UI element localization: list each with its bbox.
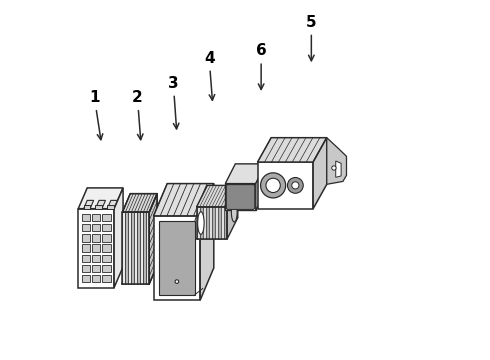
Polygon shape — [149, 194, 157, 284]
Ellipse shape — [231, 203, 237, 222]
Polygon shape — [146, 212, 149, 284]
Polygon shape — [82, 275, 90, 282]
Polygon shape — [92, 244, 100, 252]
Polygon shape — [102, 224, 111, 231]
Polygon shape — [92, 255, 100, 262]
Polygon shape — [107, 201, 117, 209]
Polygon shape — [227, 185, 238, 239]
Polygon shape — [102, 265, 111, 272]
Polygon shape — [159, 221, 195, 295]
Circle shape — [266, 178, 280, 193]
Polygon shape — [102, 234, 111, 242]
Circle shape — [292, 182, 299, 189]
Polygon shape — [82, 214, 90, 221]
Polygon shape — [131, 212, 134, 284]
Polygon shape — [327, 138, 346, 184]
Polygon shape — [143, 212, 146, 284]
Polygon shape — [92, 214, 100, 221]
Polygon shape — [125, 212, 128, 284]
Polygon shape — [84, 201, 94, 209]
Polygon shape — [82, 265, 90, 272]
Polygon shape — [209, 207, 212, 239]
Polygon shape — [140, 212, 143, 284]
Polygon shape — [228, 186, 253, 208]
Polygon shape — [82, 244, 90, 252]
Text: 3: 3 — [168, 76, 179, 129]
Polygon shape — [218, 207, 221, 239]
Polygon shape — [102, 275, 111, 282]
Polygon shape — [224, 207, 227, 239]
Polygon shape — [92, 224, 100, 231]
Polygon shape — [256, 164, 266, 211]
Polygon shape — [225, 164, 266, 184]
Polygon shape — [225, 184, 256, 211]
Polygon shape — [196, 207, 199, 239]
Polygon shape — [122, 194, 157, 212]
Polygon shape — [84, 205, 90, 209]
Polygon shape — [92, 265, 100, 272]
Polygon shape — [78, 188, 123, 209]
Polygon shape — [102, 214, 111, 221]
Polygon shape — [122, 212, 125, 284]
Polygon shape — [206, 207, 209, 239]
Text: 6: 6 — [256, 44, 267, 89]
Polygon shape — [200, 184, 214, 300]
Circle shape — [332, 166, 336, 170]
Circle shape — [288, 177, 303, 193]
Polygon shape — [196, 185, 238, 207]
Polygon shape — [82, 255, 90, 262]
Polygon shape — [96, 201, 105, 209]
Polygon shape — [258, 138, 327, 162]
Text: 5: 5 — [306, 15, 317, 61]
Polygon shape — [258, 162, 313, 209]
Circle shape — [261, 173, 286, 198]
FancyBboxPatch shape — [226, 185, 255, 210]
Text: 1: 1 — [89, 90, 103, 140]
Polygon shape — [313, 138, 327, 209]
Polygon shape — [92, 234, 100, 242]
Circle shape — [175, 280, 179, 283]
Polygon shape — [78, 209, 114, 288]
Polygon shape — [107, 205, 114, 209]
Polygon shape — [114, 188, 123, 288]
Text: 2: 2 — [132, 90, 143, 140]
Polygon shape — [82, 224, 90, 231]
Polygon shape — [92, 275, 100, 282]
Polygon shape — [153, 216, 200, 300]
Polygon shape — [96, 205, 102, 209]
Polygon shape — [153, 184, 214, 216]
Polygon shape — [137, 212, 140, 284]
Polygon shape — [221, 207, 224, 239]
Ellipse shape — [197, 212, 204, 234]
Polygon shape — [215, 207, 218, 239]
Polygon shape — [102, 244, 111, 252]
Polygon shape — [82, 234, 90, 242]
Polygon shape — [199, 207, 203, 239]
Polygon shape — [212, 207, 215, 239]
Polygon shape — [102, 255, 111, 262]
Polygon shape — [336, 161, 341, 177]
Polygon shape — [203, 207, 206, 239]
Polygon shape — [128, 212, 131, 284]
Text: 4: 4 — [204, 50, 215, 100]
Polygon shape — [134, 212, 137, 284]
